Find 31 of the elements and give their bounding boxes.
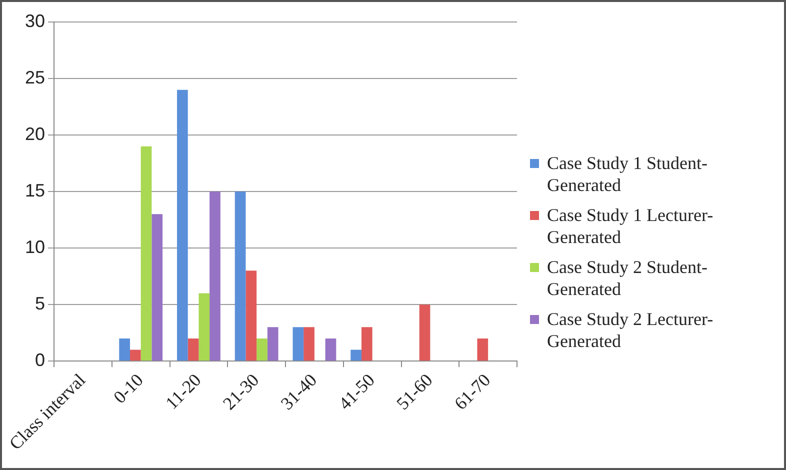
bar [210,192,220,361]
y-tick-label: 20 [24,124,46,144]
legend-label: Case Study 1 Lecturer-Generated [547,204,714,248]
bar [188,338,199,361]
y-tick-label: 25 [24,67,46,88]
bar [246,270,257,361]
y-tick-label: 15 [24,180,46,201]
y-tick-label: 5 [35,294,46,314]
bar [119,338,130,361]
legend-label: Case Study 1 Student-Generated [547,152,708,196]
bar [267,327,278,361]
bar [361,327,372,361]
legend-label: Case Study 2 Student-Generated [547,256,708,300]
bar [477,338,488,361]
y-tick-label: 10 [24,237,46,258]
bar [350,350,362,361]
bar [419,304,430,361]
bar [325,338,336,361]
bar [198,293,210,361]
y-tick-label: 30 [24,10,46,31]
x-tick-label: 0-10 [110,370,148,408]
bar [130,350,141,361]
legend-label: Case Study 2 Lecturer-Generated [547,308,714,352]
bar [256,338,268,361]
bar [140,146,152,361]
bar [292,327,304,361]
bar [304,327,314,361]
bar [152,214,163,361]
bar [177,90,188,361]
y-tick-label: 0 [35,350,46,370]
bar [234,192,246,361]
